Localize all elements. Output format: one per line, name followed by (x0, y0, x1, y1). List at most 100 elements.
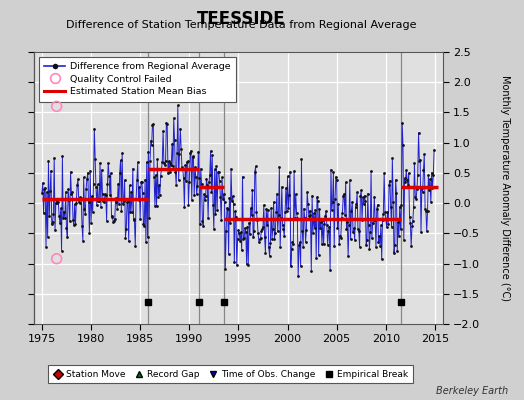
Point (374, 239, 383, 246)
Point (73, 182, 81, 189)
Point (422, 208, 430, 214)
Point (246, 205, 255, 211)
Point (45, 213, 53, 220)
Point (315, 206, 324, 212)
Point (160, 160, 168, 166)
Point (50, 155, 58, 161)
Point (272, 209, 280, 215)
Point (393, 248, 401, 255)
Point (274, 228, 282, 234)
Point (158, 159, 167, 165)
Point (84, 199, 93, 206)
Point (297, 156, 305, 162)
Point (314, 198, 322, 204)
Point (89, 181, 97, 187)
Point (151, 202, 159, 209)
Point (233, 262, 241, 268)
Point (104, 160, 113, 166)
Point (172, 182, 180, 188)
Point (252, 209, 260, 216)
Point (114, 181, 122, 187)
Point (226, 220, 234, 226)
Point (297, 263, 305, 269)
Point (301, 238, 310, 245)
Point (323, 222, 331, 228)
Point (125, 238, 133, 244)
Point (415, 158, 423, 164)
Point (238, 174, 247, 180)
Point (357, 187, 365, 193)
Point (106, 192, 114, 198)
Point (214, 169, 222, 176)
Point (296, 239, 304, 246)
Point (275, 212, 283, 218)
Point (421, 206, 429, 212)
Point (135, 184, 144, 190)
Point (288, 245, 296, 252)
Point (395, 233, 403, 239)
Point (353, 189, 362, 196)
Point (227, 166, 235, 172)
Point (342, 226, 351, 232)
Point (132, 196, 140, 202)
Point (402, 167, 410, 173)
Point (337, 215, 346, 222)
Point (62, 225, 71, 232)
Point (292, 210, 301, 216)
Point (257, 228, 266, 235)
Point (81, 211, 90, 218)
Point (423, 208, 432, 214)
Point (265, 244, 273, 250)
Point (270, 235, 279, 242)
Point (189, 153, 198, 160)
Point (276, 244, 285, 250)
Point (188, 154, 196, 160)
Point (293, 214, 301, 221)
Point (64, 186, 72, 192)
Point (152, 203, 161, 210)
Point (205, 172, 214, 178)
Point (378, 216, 387, 223)
Text: Berkeley Earth: Berkeley Earth (436, 386, 508, 396)
Point (365, 246, 374, 252)
Point (99, 198, 107, 204)
Point (310, 224, 319, 231)
Point (224, 206, 232, 212)
Point (224, 251, 233, 257)
Point (167, 162, 176, 169)
Point (259, 224, 267, 230)
Point (314, 251, 323, 258)
Point (134, 159, 142, 166)
Point (338, 210, 346, 216)
Point (253, 217, 261, 223)
Point (149, 121, 157, 127)
Point (163, 121, 171, 128)
Point (93, 181, 102, 188)
Point (318, 241, 326, 248)
Point (286, 168, 294, 175)
Point (348, 198, 356, 205)
Point (164, 170, 172, 177)
Point (153, 156, 161, 163)
Point (55, 212, 63, 219)
Point (400, 175, 409, 182)
Point (188, 196, 196, 203)
Point (190, 192, 199, 198)
Point (429, 172, 438, 178)
Point (61, 189, 70, 195)
Point (336, 235, 345, 241)
Point (40, 186, 49, 192)
Point (313, 194, 321, 200)
Point (42, 244, 50, 250)
Point (400, 236, 408, 243)
Point (428, 170, 436, 176)
Point (387, 224, 396, 230)
Point (154, 194, 162, 200)
Point (88, 193, 96, 200)
Point (250, 228, 258, 234)
Point (139, 221, 148, 227)
Point (112, 195, 120, 201)
Point (138, 190, 147, 196)
Point (389, 199, 397, 205)
Point (347, 207, 356, 214)
